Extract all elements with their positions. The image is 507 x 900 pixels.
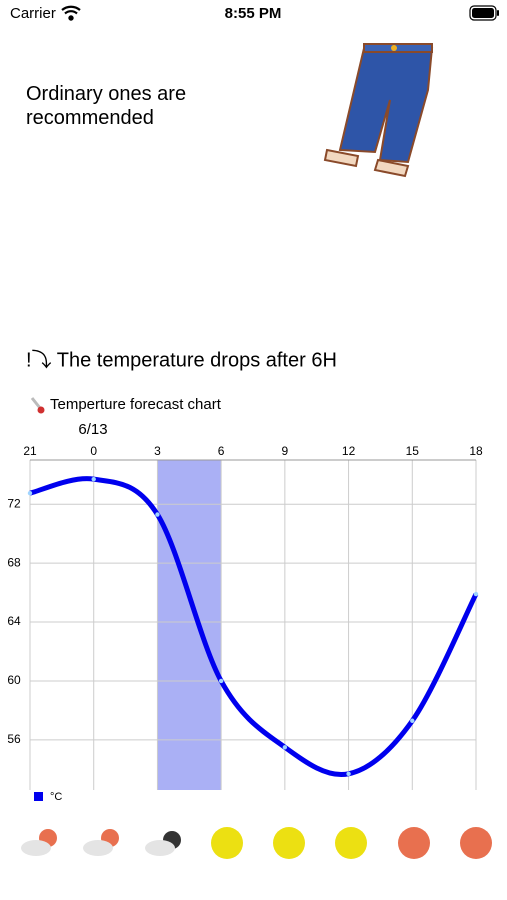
highlight-band: [157, 460, 222, 790]
y-tick-label: 72: [7, 496, 21, 510]
alert-text: !⤵ The temperature drops after 6H: [26, 348, 337, 371]
weather-icons: [21, 827, 492, 859]
data-point: [346, 771, 351, 776]
data-point: [27, 490, 33, 496]
x-tick-label: 9: [282, 444, 289, 458]
x-tick-label: 0: [90, 444, 97, 458]
x-tick-label: 3: [154, 444, 161, 458]
data-point: [155, 512, 160, 517]
legend-label: °C: [50, 791, 62, 803]
x-tick-label: 12: [342, 444, 356, 458]
x-tick-label: 18: [469, 444, 483, 458]
thermometer-icon: [30, 397, 45, 414]
wifi-icon: [61, 5, 81, 21]
temperature-line: [29, 476, 479, 778]
battery-icon: [469, 5, 499, 21]
x-tick-label: 15: [406, 444, 420, 458]
carrier: Carrier: [10, 5, 56, 22]
clock: 8:55 PM: [225, 5, 282, 22]
data-point: [91, 476, 96, 482]
y-tick-label: 68: [7, 555, 21, 569]
jeans-illustration: [323, 42, 434, 178]
x-tick-label: 6: [218, 444, 225, 458]
data-point: [410, 718, 415, 723]
recommendation-text: Ordinary ones are recommended: [26, 83, 187, 129]
chart-heading: Temperture forecast chart: [50, 396, 222, 413]
data-point: [473, 591, 479, 597]
x-tick-label: 21: [23, 444, 37, 458]
date-label: 6/13: [78, 421, 107, 438]
data-point: [218, 678, 224, 684]
y-tick-label: 64: [7, 614, 21, 628]
data-point: [282, 745, 288, 750]
legend-swatch: [34, 792, 43, 801]
y-tick-label: 56: [7, 732, 21, 746]
y-tick-label: 60: [7, 673, 21, 687]
